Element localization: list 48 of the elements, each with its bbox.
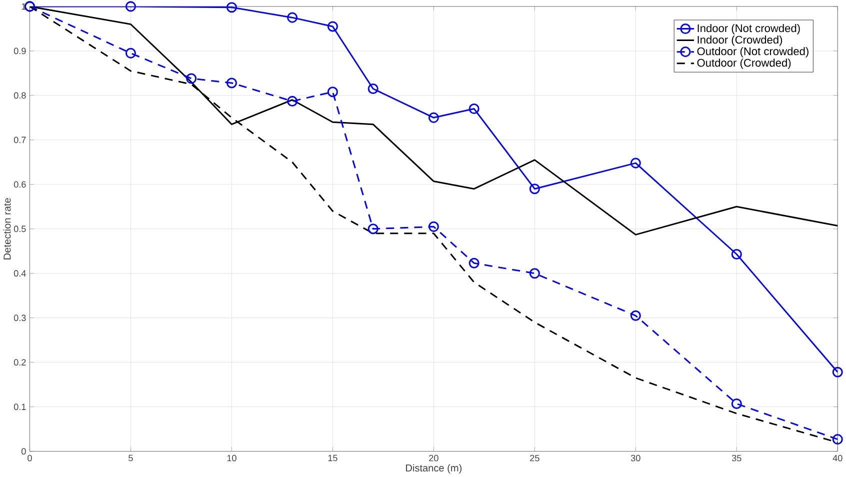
point — [287, 12, 298, 23]
point — [832, 434, 843, 445]
y-tick-label: 0.4 — [14, 270, 26, 277]
y-tick-label: 0 — [22, 448, 26, 455]
x-tick-label: 40 — [832, 454, 842, 462]
y-tick-label: 0.6 — [14, 181, 26, 188]
point — [468, 104, 480, 114]
x-tick-label: 0 — [28, 454, 32, 462]
y-tick-label: 0.8 — [14, 92, 26, 99]
point — [287, 96, 298, 107]
point — [468, 258, 480, 268]
x-tick-label: 20 — [429, 454, 438, 462]
x-tick-label: 25 — [530, 454, 540, 462]
point — [368, 224, 378, 234]
point — [731, 249, 742, 260]
point — [125, 1, 136, 12]
y-axis-title: Detection rate — [3, 198, 11, 260]
legend-label: Outdoor (Crowded) — [697, 58, 791, 69]
point — [186, 73, 197, 84]
y-tick-label: 0.3 — [14, 314, 26, 322]
point — [529, 184, 540, 194]
y-tick-label: 0.7 — [14, 136, 26, 144]
legend-label: Outdoor (Not crowded) — [697, 47, 808, 58]
point — [731, 398, 742, 410]
point — [226, 78, 237, 88]
point — [327, 21, 338, 32]
point — [327, 86, 338, 98]
x-tick-label: 10 — [227, 454, 236, 462]
point — [226, 2, 237, 13]
y-tick-label: 0.9 — [14, 48, 26, 54]
x-tick-label: 30 — [630, 454, 640, 462]
y-tick-label: 0.5 — [14, 226, 26, 232]
point — [832, 366, 843, 378]
point — [630, 158, 641, 168]
y-tick-label: 0.1 — [14, 404, 26, 410]
legend-label: Indoor (Not crowded) — [698, 24, 800, 34]
y-tick-label: 0.2 — [14, 359, 26, 366]
point — [428, 221, 439, 232]
legend-label: Indoor (Crowded) — [698, 36, 782, 46]
point — [529, 268, 540, 279]
x-tick-label: 15 — [328, 454, 338, 462]
x-tick-label: 35 — [732, 454, 742, 462]
point — [125, 48, 136, 59]
x-tick-label: 5 — [128, 454, 133, 462]
point — [630, 310, 641, 321]
point — [428, 112, 439, 124]
x-axis-title: Distance (m) — [406, 464, 462, 474]
point — [368, 84, 378, 94]
